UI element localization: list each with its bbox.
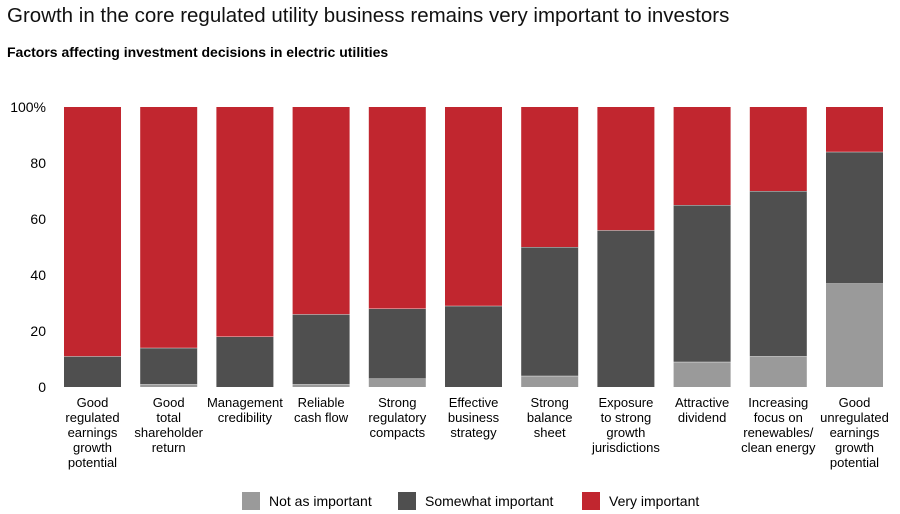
bar-segment (140, 107, 198, 348)
y-tick-label: 80 (30, 155, 46, 171)
x-tick-label: Management credibility (207, 395, 283, 425)
legend: Not as important Somewhat important Very… (0, 491, 900, 511)
x-tick-label: Attractive dividend (675, 395, 729, 425)
bar-segment (749, 356, 807, 387)
bar-segment (749, 191, 807, 357)
bar-segment (64, 107, 121, 357)
legend-label: Somewhat important (425, 493, 554, 509)
bar-segment (445, 305, 502, 387)
y-tick-label: 20 (30, 323, 46, 339)
bar-segment (140, 347, 198, 385)
legend-swatch (398, 492, 416, 510)
bar-segment (64, 356, 121, 387)
y-tick-label: 100% (10, 99, 46, 115)
bar-segment (673, 107, 731, 205)
x-tick-label: Good unregulated earnings growth potential (820, 395, 889, 470)
bar-segment (216, 336, 274, 387)
bar-segment (368, 107, 426, 309)
x-axis-labels: Good regulated earnings growth potential Good… (65, 395, 888, 470)
bar-segment (597, 230, 655, 387)
y-axis: 100% 80 60 40 20 0 (10, 99, 46, 395)
bar-segment (292, 384, 350, 387)
bar-segment (673, 361, 731, 387)
stacked-bar-chart: 100% 80 60 40 20 0 Good regulated earnings growt… (10, 99, 889, 470)
x-tick-label: Increasing focus on renewables/clean energ… (741, 395, 816, 455)
x-tick-label: Strong regulatory compacts (368, 395, 426, 440)
bar-segment (826, 283, 883, 387)
legend-item-very-important: Very important (582, 491, 699, 511)
x-tick-label: Reliable cash flow (294, 395, 349, 425)
chart-subtitle: Factors affecting investment decisions i… (7, 44, 389, 60)
legend-item-not-as-important: Not as important (242, 491, 372, 511)
legend-label: Not as important (269, 493, 372, 509)
x-tick-label: Good regulated earnings growth potential (65, 395, 119, 470)
x-tick-label: Strong balance sheet (527, 395, 573, 440)
bar-segment (826, 107, 883, 152)
legend-swatch (242, 492, 260, 510)
legend-label: Very important (609, 493, 700, 509)
bar-segment (597, 107, 655, 231)
bar-segment (292, 314, 350, 385)
bars (64, 107, 883, 387)
legend-swatch (582, 492, 600, 510)
bar-segment (521, 107, 579, 247)
y-tick-label: 0 (38, 379, 46, 395)
bar-segment (368, 378, 426, 387)
x-tick-label: Exposure to strong growth jurisdictions (591, 395, 660, 455)
y-tick-label: 40 (30, 267, 46, 283)
bar-segment (749, 107, 807, 191)
bar-segment (140, 384, 198, 387)
bar-segment (216, 107, 274, 337)
legend-item-somewhat-important: Somewhat important (398, 491, 553, 511)
bar-segment (521, 247, 579, 376)
bar-segment (826, 151, 883, 284)
x-tick-label: Effective business strategy (448, 395, 500, 440)
bar-segment (292, 107, 350, 315)
bar-segment (368, 308, 426, 379)
y-tick-label: 60 (30, 211, 46, 227)
bar-segment (445, 107, 502, 306)
x-tick-label: Good total shareholder return (134, 395, 203, 455)
bar-segment (673, 205, 731, 362)
bar-segment (521, 375, 579, 387)
chart-title: Growth in the core regulated utility bus… (7, 4, 730, 27)
